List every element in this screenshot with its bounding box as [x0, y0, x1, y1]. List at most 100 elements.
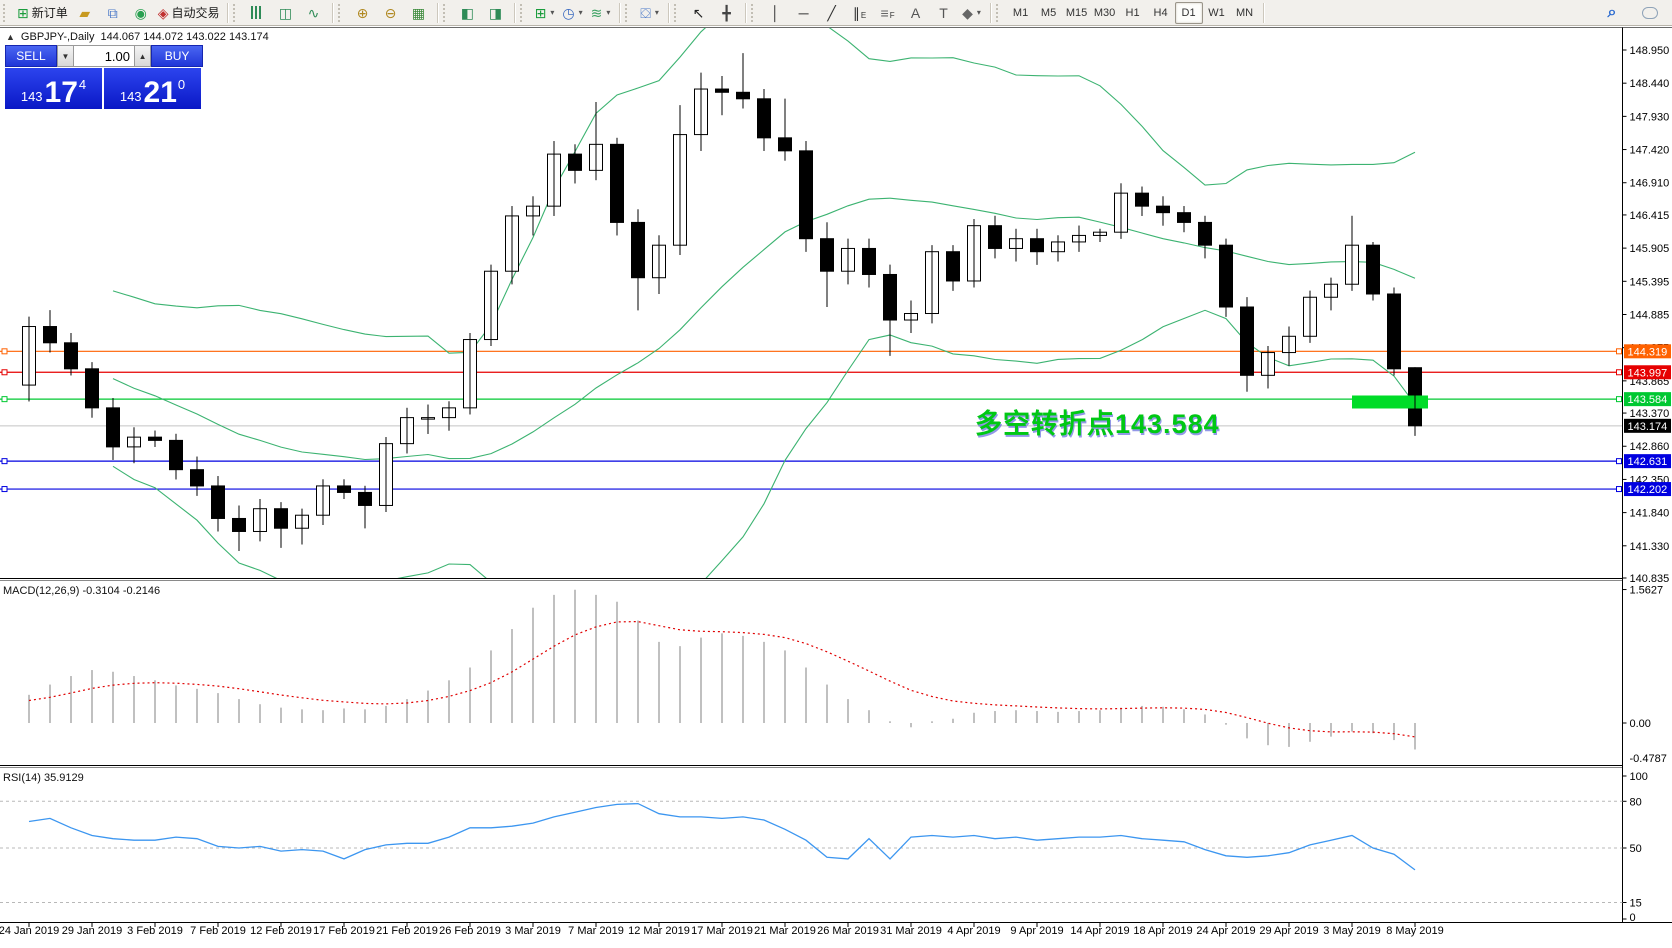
svg-text:9 Apr 2019: 9 Apr 2019 [1010, 925, 1063, 937]
zoom-in-icon: ⊕ [356, 4, 369, 21]
indicators-button[interactable]: ≋ ▾ [587, 1, 615, 25]
svg-text:24 Jan 2019: 24 Jan 2019 [0, 925, 59, 937]
channel-icon: ∥ [852, 4, 860, 21]
zoom-out-button[interactable]: ⊖ [377, 1, 405, 25]
crosshair-button[interactable]: ╋ [713, 1, 741, 25]
volume-decrease-button[interactable]: ▼ [56, 45, 74, 67]
charts-icon: ⧉ [107, 4, 118, 21]
svg-text:15: 15 [1630, 897, 1642, 909]
timeframe-m1-button[interactable]: M1 [1012, 6, 1029, 19]
line-chart-button[interactable]: ∿ [300, 1, 328, 25]
shapes-button[interactable]: ◆ ▾ [958, 1, 986, 25]
text-icon: A [910, 4, 921, 21]
svg-text:144.319: 144.319 [1628, 346, 1668, 358]
svg-text:146.415: 146.415 [1630, 210, 1670, 222]
dropdown-arrow-icon[interactable]: ▾ [976, 8, 981, 17]
new-order-button[interactable]: ⊞ 新订单 [14, 1, 71, 25]
alerts-button[interactable]: ◉ [127, 1, 155, 25]
cursor-button[interactable]: ↖ [685, 1, 713, 25]
symbol-ohlc: 144.067 144.072 143.022 143.174 [100, 31, 269, 43]
tile-windows-icon: ▦ [411, 4, 426, 21]
svg-text:1.5627: 1.5627 [1630, 585, 1664, 597]
periods-button[interactable]: ◷ ▾ [559, 1, 587, 25]
new-order-button-label: 新订单 [31, 6, 68, 20]
timeframe-m5-button[interactable]: M5 [1040, 6, 1057, 19]
timeframe-h4-button[interactable]: H4 [1153, 6, 1168, 19]
new-order-icon: ⊞ [17, 4, 29, 21]
chart-window[interactable]: 148.950 148.440 147.930 147.420 146.910 146.4… [0, 26, 1672, 948]
svg-text:140.835: 140.835 [1630, 573, 1670, 585]
svg-text:142.202: 142.202 [1628, 484, 1668, 496]
timeframe-m30-button[interactable]: M30 [1093, 6, 1116, 19]
candlestick-chart-button[interactable]: ◫ [272, 1, 300, 25]
clock-icon: ◷ [562, 4, 575, 21]
icon-modifier: E [860, 11, 867, 20]
svg-text:0.00: 0.00 [1630, 718, 1651, 730]
toolbar: ⊞ 新订单 ▰ ⧉ ◉ ◈ 自动交易 ◫ ∿ ⊕ ⊖ ▦ ◧ ◨ ⊞ ▾ ◷ ▾ ≋ ▾ ⛋ ▾ ↖ ╋ │ ─ ╱ ∥ E ≡ F A T ◆ ▾… [0, 0, 1672, 26]
auto-arrange-button[interactable]: ◧ [454, 1, 482, 25]
svg-text:145.905: 145.905 [1630, 243, 1670, 255]
svg-text:80: 80 [1630, 796, 1642, 808]
svg-text:26 Mar 2019: 26 Mar 2019 [817, 925, 879, 937]
buy-button[interactable]: BUY [151, 45, 203, 67]
svg-text:148.440: 148.440 [1630, 78, 1670, 90]
new-chart-button[interactable]: ⊞ ▾ [531, 1, 559, 25]
profiles-button[interactable]: ▰ [71, 1, 99, 25]
text-button[interactable]: A [902, 1, 930, 25]
svg-text:3 Mar 2019: 3 Mar 2019 [505, 925, 561, 937]
arrange-icon: ◧ [460, 4, 475, 21]
charts-cascade-button[interactable]: ⧉ [99, 1, 127, 25]
timeframe-w1-button[interactable]: W1 [1208, 6, 1225, 19]
svg-text:143.174: 143.174 [1628, 421, 1668, 433]
crosshair-icon: ╋ [722, 4, 731, 21]
search-button[interactable]: ⌕ [1598, 1, 1626, 25]
channel-button[interactable]: ∥ E [846, 1, 874, 25]
autotrading-button[interactable]: ◈ 自动交易 [155, 1, 223, 25]
symbol-title: GBPJPY-,Daily [20, 31, 95, 43]
community-chat-button[interactable] [1636, 1, 1664, 25]
icon-modifier: F [889, 11, 895, 20]
sell-price[interactable]: 143 17 4 [5, 68, 102, 109]
svg-text:21 Mar 2019: 21 Mar 2019 [754, 925, 816, 937]
bar-chart-button[interactable] [244, 1, 272, 25]
label-button[interactable]: T [930, 1, 958, 25]
svg-text:29 Apr 2019: 29 Apr 2019 [1259, 925, 1318, 937]
line-icon: ∿ [307, 4, 320, 21]
trade-panel-toggle-icon[interactable]: ▲ [6, 32, 15, 42]
template-icon: ⛋ [640, 4, 651, 21]
svg-text:7 Feb 2019: 7 Feb 2019 [190, 925, 246, 937]
zoom-in-button[interactable]: ⊕ [349, 1, 377, 25]
dropdown-arrow-icon[interactable]: ▾ [578, 8, 583, 17]
timeframe-h1-button[interactable]: H1 [1125, 6, 1140, 19]
buy-price-pip: 0 [177, 77, 186, 92]
svg-text:8 May 2019: 8 May 2019 [1386, 925, 1443, 937]
macd-label: MACD(12,26,9) -0.3104 -0.2146 [3, 585, 161, 597]
one-click-trade-panel: SELL ▼ ▲ BUY 143 17 4 143 21 0 [5, 45, 203, 109]
dropdown-arrow-icon[interactable]: ▾ [654, 8, 659, 17]
svg-text:143.370: 143.370 [1630, 408, 1670, 420]
volume-increase-button[interactable]: ▲ [134, 45, 152, 67]
timeframe-mn-button[interactable]: MN [1235, 6, 1254, 19]
svg-text:142.631: 142.631 [1628, 456, 1668, 468]
sell-button[interactable]: SELL [5, 45, 57, 67]
timeframe-d1-button[interactable]: D1 [1174, 1, 1203, 24]
svg-text:50: 50 [1630, 843, 1642, 855]
dropdown-arrow-icon[interactable]: ▾ [550, 8, 555, 17]
pivot-annotation-text: 多空转折点143.584 [975, 409, 1220, 439]
vertical-line-button[interactable]: │ [762, 1, 790, 25]
chart-canvas[interactable]: 148.950 148.440 147.930 147.420 146.910 146.4… [0, 26, 1672, 948]
buy-price[interactable]: 143 21 0 [104, 68, 201, 109]
dropdown-arrow-icon[interactable]: ▾ [606, 8, 611, 17]
templates-button[interactable]: ⛋ ▾ [636, 1, 664, 25]
profiles-icon: ▰ [79, 4, 91, 21]
horizontal-line-button[interactable]: ─ [790, 1, 818, 25]
svg-text:14 Apr 2019: 14 Apr 2019 [1070, 925, 1129, 937]
symbol-bar: ▲ GBPJPY-,Daily 144.067 144.072 143.022 … [6, 31, 269, 43]
tile-windows-button[interactable]: ▦ [405, 1, 433, 25]
fibonacci-button[interactable]: ≡ F [874, 1, 902, 25]
track-icon: ◨ [488, 4, 503, 21]
volume-input[interactable] [74, 45, 134, 67]
trendline-button[interactable]: ╱ [818, 1, 846, 25]
timeframe-m15-button[interactable]: M15 [1065, 6, 1088, 19]
track-chart-button[interactable]: ◨ [482, 1, 510, 25]
